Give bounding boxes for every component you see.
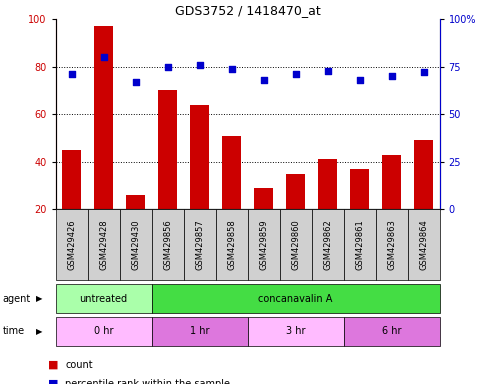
Text: 1 hr: 1 hr xyxy=(190,326,209,336)
Text: ▶: ▶ xyxy=(36,327,43,336)
FancyBboxPatch shape xyxy=(184,209,215,280)
FancyBboxPatch shape xyxy=(280,209,312,280)
Text: 6 hr: 6 hr xyxy=(382,326,401,336)
Text: ▶: ▶ xyxy=(36,294,43,303)
Point xyxy=(164,64,171,70)
FancyBboxPatch shape xyxy=(215,209,248,280)
Point xyxy=(388,73,396,79)
Point xyxy=(68,71,75,78)
Text: untreated: untreated xyxy=(80,293,128,304)
Point xyxy=(196,62,203,68)
Bar xyxy=(318,159,337,257)
Point xyxy=(355,77,363,83)
Text: time: time xyxy=(2,326,25,336)
Text: 3 hr: 3 hr xyxy=(286,326,305,336)
Text: GSM429862: GSM429862 xyxy=(323,219,332,270)
Point xyxy=(227,66,235,72)
Text: concanavalin A: concanavalin A xyxy=(258,293,333,304)
Point xyxy=(292,71,299,78)
FancyBboxPatch shape xyxy=(408,209,440,280)
Text: GSM429860: GSM429860 xyxy=(291,219,300,270)
Bar xyxy=(126,195,145,257)
Text: percentile rank within the sample: percentile rank within the sample xyxy=(65,379,230,384)
Text: GSM429428: GSM429428 xyxy=(99,220,108,270)
Text: GSM429863: GSM429863 xyxy=(387,219,396,270)
Text: GSM429430: GSM429430 xyxy=(131,220,140,270)
Bar xyxy=(382,155,401,257)
Point xyxy=(324,68,331,74)
FancyBboxPatch shape xyxy=(87,209,120,280)
Text: GSM429858: GSM429858 xyxy=(227,219,236,270)
Text: count: count xyxy=(65,360,93,370)
FancyBboxPatch shape xyxy=(120,209,152,280)
Text: ■: ■ xyxy=(48,360,59,370)
Text: 0 hr: 0 hr xyxy=(94,326,114,336)
Point xyxy=(132,79,140,85)
Text: GSM429861: GSM429861 xyxy=(355,219,364,270)
FancyBboxPatch shape xyxy=(376,209,408,280)
Bar xyxy=(350,169,369,257)
Bar xyxy=(222,136,241,257)
Text: ■: ■ xyxy=(48,379,59,384)
Text: GSM429857: GSM429857 xyxy=(195,219,204,270)
Bar xyxy=(62,150,81,257)
FancyBboxPatch shape xyxy=(152,209,184,280)
FancyBboxPatch shape xyxy=(248,209,280,280)
Text: GSM429859: GSM429859 xyxy=(259,220,268,270)
Point xyxy=(99,54,107,60)
Bar xyxy=(254,188,273,257)
Bar xyxy=(286,174,305,257)
FancyBboxPatch shape xyxy=(56,209,87,280)
Text: agent: agent xyxy=(2,293,30,304)
Bar xyxy=(414,141,433,257)
Text: GSM429864: GSM429864 xyxy=(419,219,428,270)
Point xyxy=(420,70,427,76)
FancyBboxPatch shape xyxy=(343,209,376,280)
FancyBboxPatch shape xyxy=(312,209,343,280)
Bar xyxy=(158,91,177,257)
Text: GSM429426: GSM429426 xyxy=(67,220,76,270)
Point xyxy=(260,77,268,83)
Text: GSM429856: GSM429856 xyxy=(163,219,172,270)
Bar xyxy=(190,105,209,257)
Bar xyxy=(94,26,113,257)
Title: GDS3752 / 1418470_at: GDS3752 / 1418470_at xyxy=(175,3,320,17)
